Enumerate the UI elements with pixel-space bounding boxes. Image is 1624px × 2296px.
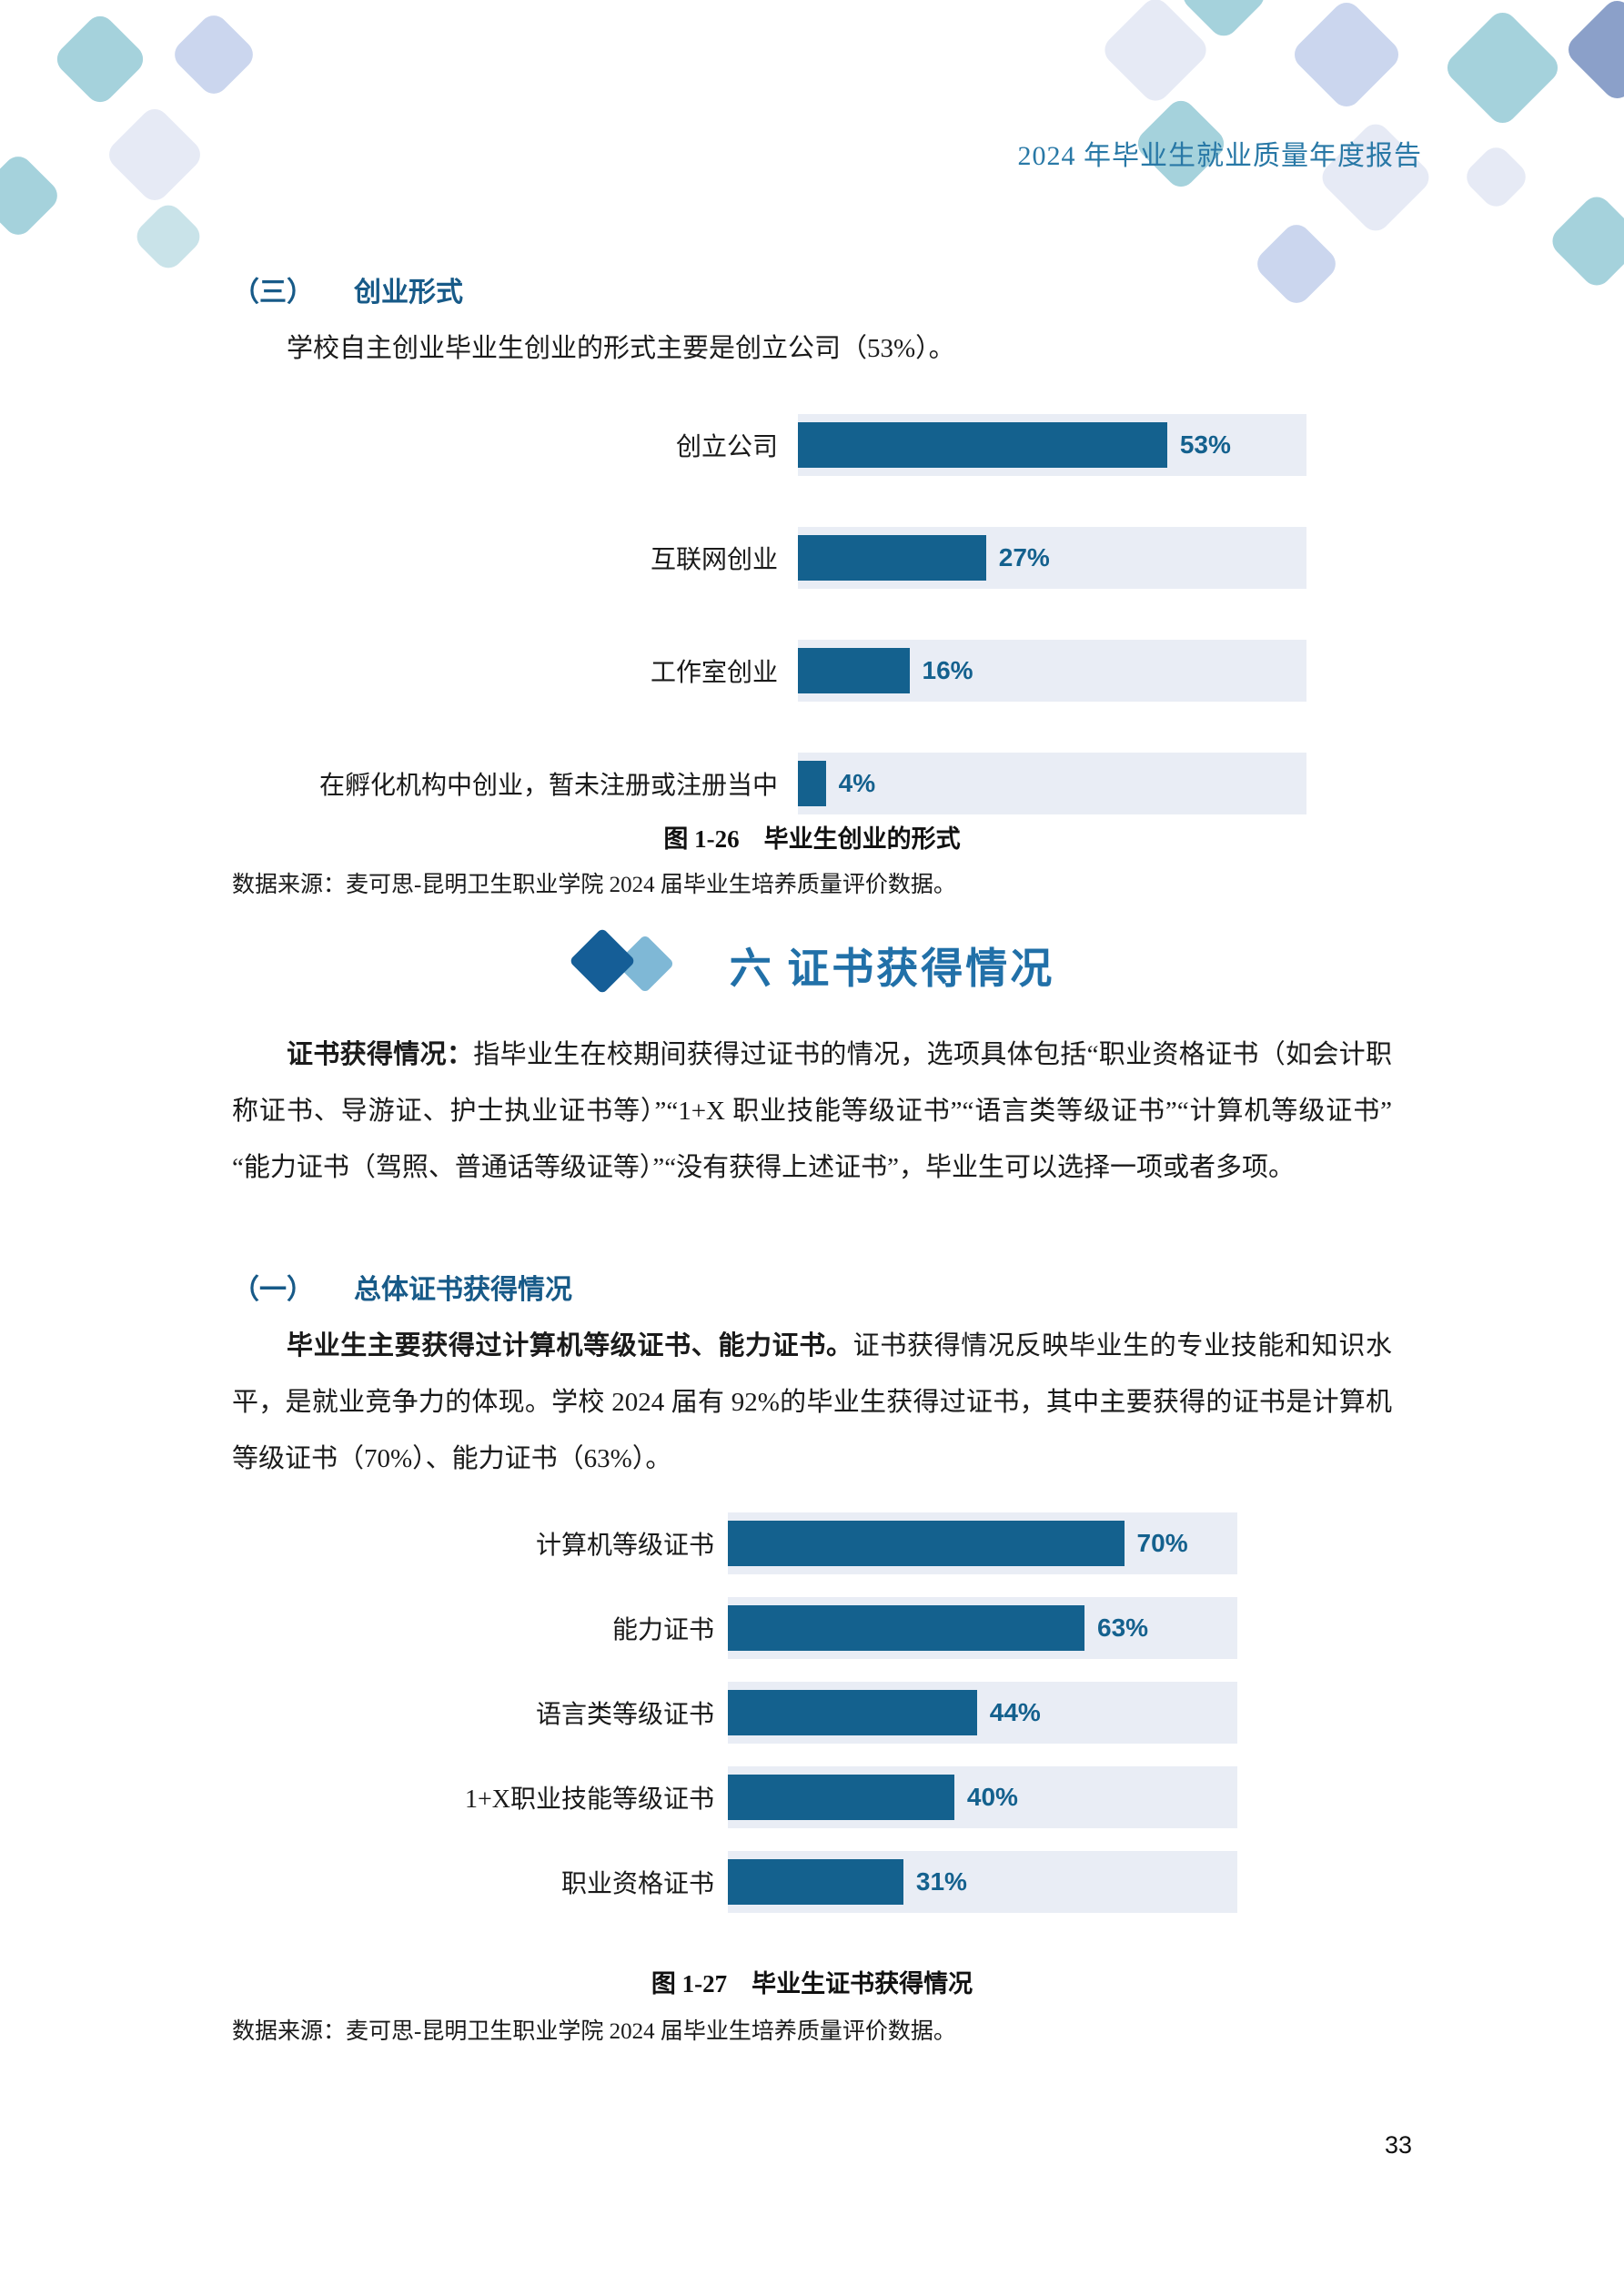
bar-track: 31% bbox=[728, 1851, 1237, 1913]
heading-text: 总体证书获得情况 bbox=[354, 1275, 572, 1305]
bar-row: 1+X职业技能等级证书 40% bbox=[405, 1766, 1237, 1828]
bar bbox=[798, 535, 986, 581]
bar-row: 在孵化机构中创业，暂未注册或注册当中 4% bbox=[287, 753, 1306, 814]
bar bbox=[728, 1605, 1084, 1651]
paragraph-entrepreneurship: 学校自主创业毕业生创业的形式主要是创立公司（53%）。 bbox=[232, 320, 1392, 377]
bar bbox=[728, 1859, 903, 1905]
heading-section-1: （一） 总体证书获得情况 bbox=[232, 1267, 572, 1307]
deco-diamond bbox=[1098, 0, 1213, 107]
bar-track: 53% bbox=[798, 414, 1306, 476]
paragraph-text: 指毕业生在校期间获得过证书的情况，选项具体包括“职业资格证书（如会计职称证书、导… bbox=[232, 1040, 1392, 1182]
bar-value-label: 31% bbox=[915, 1867, 967, 1896]
bar-row: 语言类等级证书 44% bbox=[405, 1682, 1237, 1744]
bar-row: 计算机等级证书 70% bbox=[405, 1512, 1237, 1574]
deco-diamond bbox=[1288, 0, 1405, 113]
bar bbox=[728, 1775, 954, 1820]
report-header-title: 2024 年毕业生就业质量年度报告 bbox=[1017, 141, 1422, 171]
figure-caption-1-27: 图 1-27 毕业生证书获得情况 bbox=[651, 1970, 973, 1998]
section-header-text: 六 证书获得情况 bbox=[729, 946, 1055, 992]
bar-category-label: 创立公司 bbox=[675, 433, 778, 461]
bar-row: 职业资格证书 31% bbox=[405, 1851, 1237, 1913]
heading-text: 创业形式 bbox=[354, 278, 463, 308]
heading-section-3: （三） 创业形式 bbox=[232, 269, 463, 309]
bar-track: 16% bbox=[798, 640, 1306, 702]
paragraph-certificate-overview: 毕业生主要获得过计算机等级证书、能力证书。证书获得情况反映毕业生的专业技能和知识… bbox=[232, 1318, 1392, 1487]
bar bbox=[728, 1690, 977, 1735]
bar-track: 44% bbox=[728, 1682, 1237, 1744]
bar-track: 27% bbox=[798, 527, 1306, 589]
paragraph-bold-lead: 证书获得情况： bbox=[287, 1040, 474, 1069]
bar-row: 创立公司 53% bbox=[287, 414, 1306, 476]
bar-category-label: 职业资格证书 bbox=[560, 1870, 714, 1898]
bar-category-label: 计算机等级证书 bbox=[535, 1532, 714, 1560]
deco-diamond bbox=[130, 198, 207, 275]
double-diamond-icon bbox=[568, 926, 679, 1005]
bar-value-label: 44% bbox=[989, 1698, 1041, 1726]
bar-category-label: 能力证书 bbox=[611, 1616, 714, 1644]
figure-source-1-26: 数据来源：麦可思-昆明卫生职业学院 2024 届毕业生培养质量评价数据。 bbox=[232, 873, 956, 897]
bar-value-label: 63% bbox=[1097, 1613, 1149, 1642]
bar-category-label: 1+X职业技能等级证书 bbox=[464, 1785, 714, 1814]
bar-track: 40% bbox=[728, 1766, 1237, 1828]
bar-value-label: 27% bbox=[998, 543, 1050, 571]
deco-diamond bbox=[1460, 141, 1532, 213]
bar-track: 63% bbox=[728, 1597, 1237, 1659]
diamond-dark-icon bbox=[568, 927, 636, 995]
deco-diamond bbox=[1562, 0, 1624, 105]
deco-diamond bbox=[1441, 6, 1564, 129]
paragraph-certificate-definition: 证书获得情况：指毕业生在校期间获得过证书的情况，选项具体包括“职业资格证书（如会… bbox=[232, 1027, 1392, 1196]
deco-diamond bbox=[103, 103, 207, 207]
bar-row: 能力证书 63% bbox=[405, 1597, 1237, 1659]
deco-diamond bbox=[1546, 190, 1624, 292]
bar-row: 工作室创业 16% bbox=[287, 640, 1306, 702]
paragraph-text: 证书获得情况反映毕业生的专业技能和知识水平，是就业竞争力的体现。学校 2024 … bbox=[232, 1331, 1392, 1473]
bar-value-label: 16% bbox=[922, 656, 973, 684]
bar-value-label: 53% bbox=[1179, 430, 1231, 459]
bar bbox=[798, 761, 826, 806]
bar-category-label: 语言类等级证书 bbox=[535, 1701, 714, 1729]
bar-track: 70% bbox=[728, 1512, 1237, 1574]
heading-number: （一） bbox=[232, 1275, 314, 1305]
paragraph-bold-lead: 毕业生主要获得过计算机等级证书、能力证书。 bbox=[287, 1331, 853, 1360]
paragraph-text: 学校自主创业毕业生创业的形式主要是创立公司（53%）。 bbox=[287, 334, 955, 363]
bar bbox=[798, 422, 1167, 468]
figure-source-1-27: 数据来源：麦可思-昆明卫生职业学院 2024 届毕业生培养质量评价数据。 bbox=[232, 2019, 956, 2044]
bar-track: 4% bbox=[798, 753, 1306, 814]
bar-row: 互联网创业 27% bbox=[287, 527, 1306, 589]
bar-category-label: 互联网创业 bbox=[650, 546, 778, 574]
bar-category-label: 在孵化机构中创业，暂未注册或注册当中 bbox=[318, 772, 778, 800]
bar-category-label: 工作室创业 bbox=[650, 659, 778, 687]
deco-diamond bbox=[0, 150, 64, 241]
bar bbox=[798, 648, 910, 693]
bar-chart-certificates: 计算机等级证书 70% 能力证书 63% 语言类等级证书 44% 1+X职业技能等级证书 40… bbox=[405, 1512, 1237, 1913]
deco-diamond bbox=[168, 9, 259, 100]
bar-value-label: 40% bbox=[966, 1783, 1018, 1811]
deco-diamond bbox=[51, 10, 149, 108]
bar bbox=[728, 1521, 1125, 1566]
section-header-6: 六 证书获得情况 bbox=[232, 926, 1392, 1005]
bar-value-label: 4% bbox=[838, 769, 876, 797]
bar-chart-entrepreneurship-forms: 创立公司 53% 互联网创业 27% 工作室创业 16% 在孵化机构中创业，暂未注册或注册当… bbox=[287, 414, 1306, 814]
figure-caption-1-26: 图 1-26 毕业生创业的形式 bbox=[663, 825, 961, 853]
deco-diamond bbox=[1251, 218, 1342, 309]
page-number: 33 bbox=[1385, 2131, 1413, 2159]
bar-value-label: 70% bbox=[1136, 1529, 1188, 1557]
heading-number: （三） bbox=[232, 278, 314, 308]
